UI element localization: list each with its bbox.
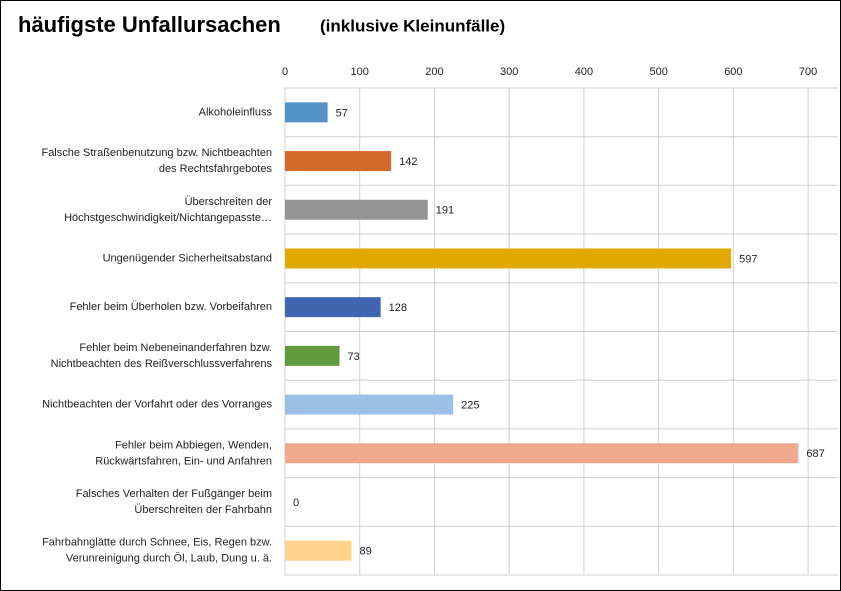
y-tick-label: Falsches Verhalten der Fußgänger beim Übe… xyxy=(76,488,272,516)
bar xyxy=(285,199,428,220)
y-tick-label: Überschreiten der Höchstgeschwindigkeit/N… xyxy=(64,196,272,224)
bar xyxy=(285,345,340,366)
y-tick-label: Nichtbeachten der Vorfahrt oder des Vorr… xyxy=(42,398,272,410)
value-label: 225 xyxy=(461,399,479,411)
bar xyxy=(285,443,799,464)
x-tick-label: 0 xyxy=(282,66,288,78)
y-tick-label: Alkoholeinfluss xyxy=(199,106,273,118)
x-tick-label: 600 xyxy=(724,66,742,78)
value-label: 0 xyxy=(293,497,299,509)
x-tick-label: 700 xyxy=(799,66,817,78)
y-tick-label: Fehler beim Nebeneinanderfahren bzw. Nich… xyxy=(51,342,273,370)
value-label: 128 xyxy=(389,302,407,314)
bar xyxy=(285,394,454,415)
bar xyxy=(285,102,328,123)
value-label: 191 xyxy=(436,205,454,217)
value-label: 73 xyxy=(348,351,360,363)
value-label: 687 xyxy=(806,448,824,460)
bar xyxy=(285,248,732,269)
x-tick-label: 400 xyxy=(575,66,593,78)
bar xyxy=(285,540,352,561)
bar xyxy=(285,151,392,172)
y-tick-label: Ungenügender Sicherheitsabstand xyxy=(103,252,272,264)
x-tick-label: 200 xyxy=(425,66,443,78)
value-label: 597 xyxy=(739,253,757,265)
chart-subtitle: (inklusive Kleinunfälle) xyxy=(320,16,505,35)
value-label: 89 xyxy=(360,546,372,558)
x-tick-label: 500 xyxy=(649,66,667,78)
chart-title: häufigste Unfallursachen xyxy=(18,12,281,37)
x-tick-label: 100 xyxy=(351,66,369,78)
y-tick-label: Falsche Straßenbenutzung bzw. Nichtbeach… xyxy=(41,147,272,175)
y-tick-label: Fehler beim Überholen bzw. Vorbeifahren xyxy=(70,301,272,313)
x-tick-label: 300 xyxy=(500,66,518,78)
value-label: 142 xyxy=(399,156,417,168)
bar xyxy=(285,297,381,318)
y-tick-label: Fahrbahnglätte durch Schnee, Eis, Regen … xyxy=(42,537,272,565)
value-label: 57 xyxy=(336,107,348,119)
y-tick-label: Fehler beim Abbiegen, Wenden, Rückwärtsfa… xyxy=(95,439,272,467)
